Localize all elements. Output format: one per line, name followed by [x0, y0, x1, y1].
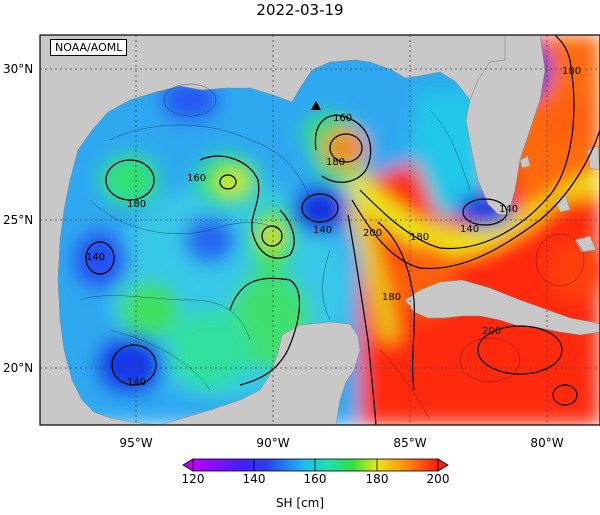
thin-contours	[79, 83, 585, 421]
contour-labels: 160 160 180 180 140 140 140 140 180 200 …	[86, 66, 581, 388]
colorbar-tick-label: 180	[365, 472, 389, 486]
sea-height-field	[40, 35, 600, 425]
lon-label: 80°W	[530, 436, 564, 450]
map-title: 2022-03-19	[256, 1, 344, 19]
map-frame	[39, 34, 600, 426]
graticule	[40, 35, 600, 425]
contour-label: 180	[127, 199, 146, 210]
colorbar-tick-label: 200	[426, 472, 450, 486]
lon-label: 90°W	[256, 436, 290, 450]
contour-label: 160	[333, 113, 352, 124]
lon-label: 85°W	[393, 436, 427, 450]
lat-label: 25°N	[3, 213, 34, 227]
contour-label: 140	[313, 225, 332, 236]
thick-contours	[85, 35, 600, 425]
colorbar-tick-label: 120	[181, 472, 205, 486]
colorbar-bar	[192, 458, 439, 472]
lat-label: 20°N	[3, 361, 34, 375]
lon-label: 95°W	[119, 436, 153, 450]
contour-label: 140	[86, 252, 105, 263]
colorbar-tick-label: 140	[242, 472, 266, 486]
colorbar-high-arrow-icon	[437, 458, 449, 472]
triangle-marker-icon	[311, 101, 321, 110]
colorbar-tick-label: 160	[303, 472, 327, 486]
land	[40, 35, 600, 425]
colorbar-low-arrow-icon	[182, 458, 194, 472]
contour-label: 160	[187, 173, 206, 184]
contour-label: 180	[382, 292, 401, 303]
contour-label: 180	[562, 66, 581, 77]
contour-label: 180	[410, 232, 429, 243]
contour-label: 140	[127, 377, 146, 388]
contour-label: 140	[460, 224, 479, 235]
contour-label: 140	[499, 204, 518, 215]
contour-label: 200	[482, 326, 501, 337]
colorbar	[182, 458, 449, 472]
colorbar-label: SH [cm]	[275, 496, 325, 510]
contour-label: 200	[363, 228, 382, 239]
source-label: NOAA/AOML	[50, 39, 128, 56]
lat-label: 30°N	[3, 62, 34, 76]
contour-label: 180	[326, 157, 345, 168]
